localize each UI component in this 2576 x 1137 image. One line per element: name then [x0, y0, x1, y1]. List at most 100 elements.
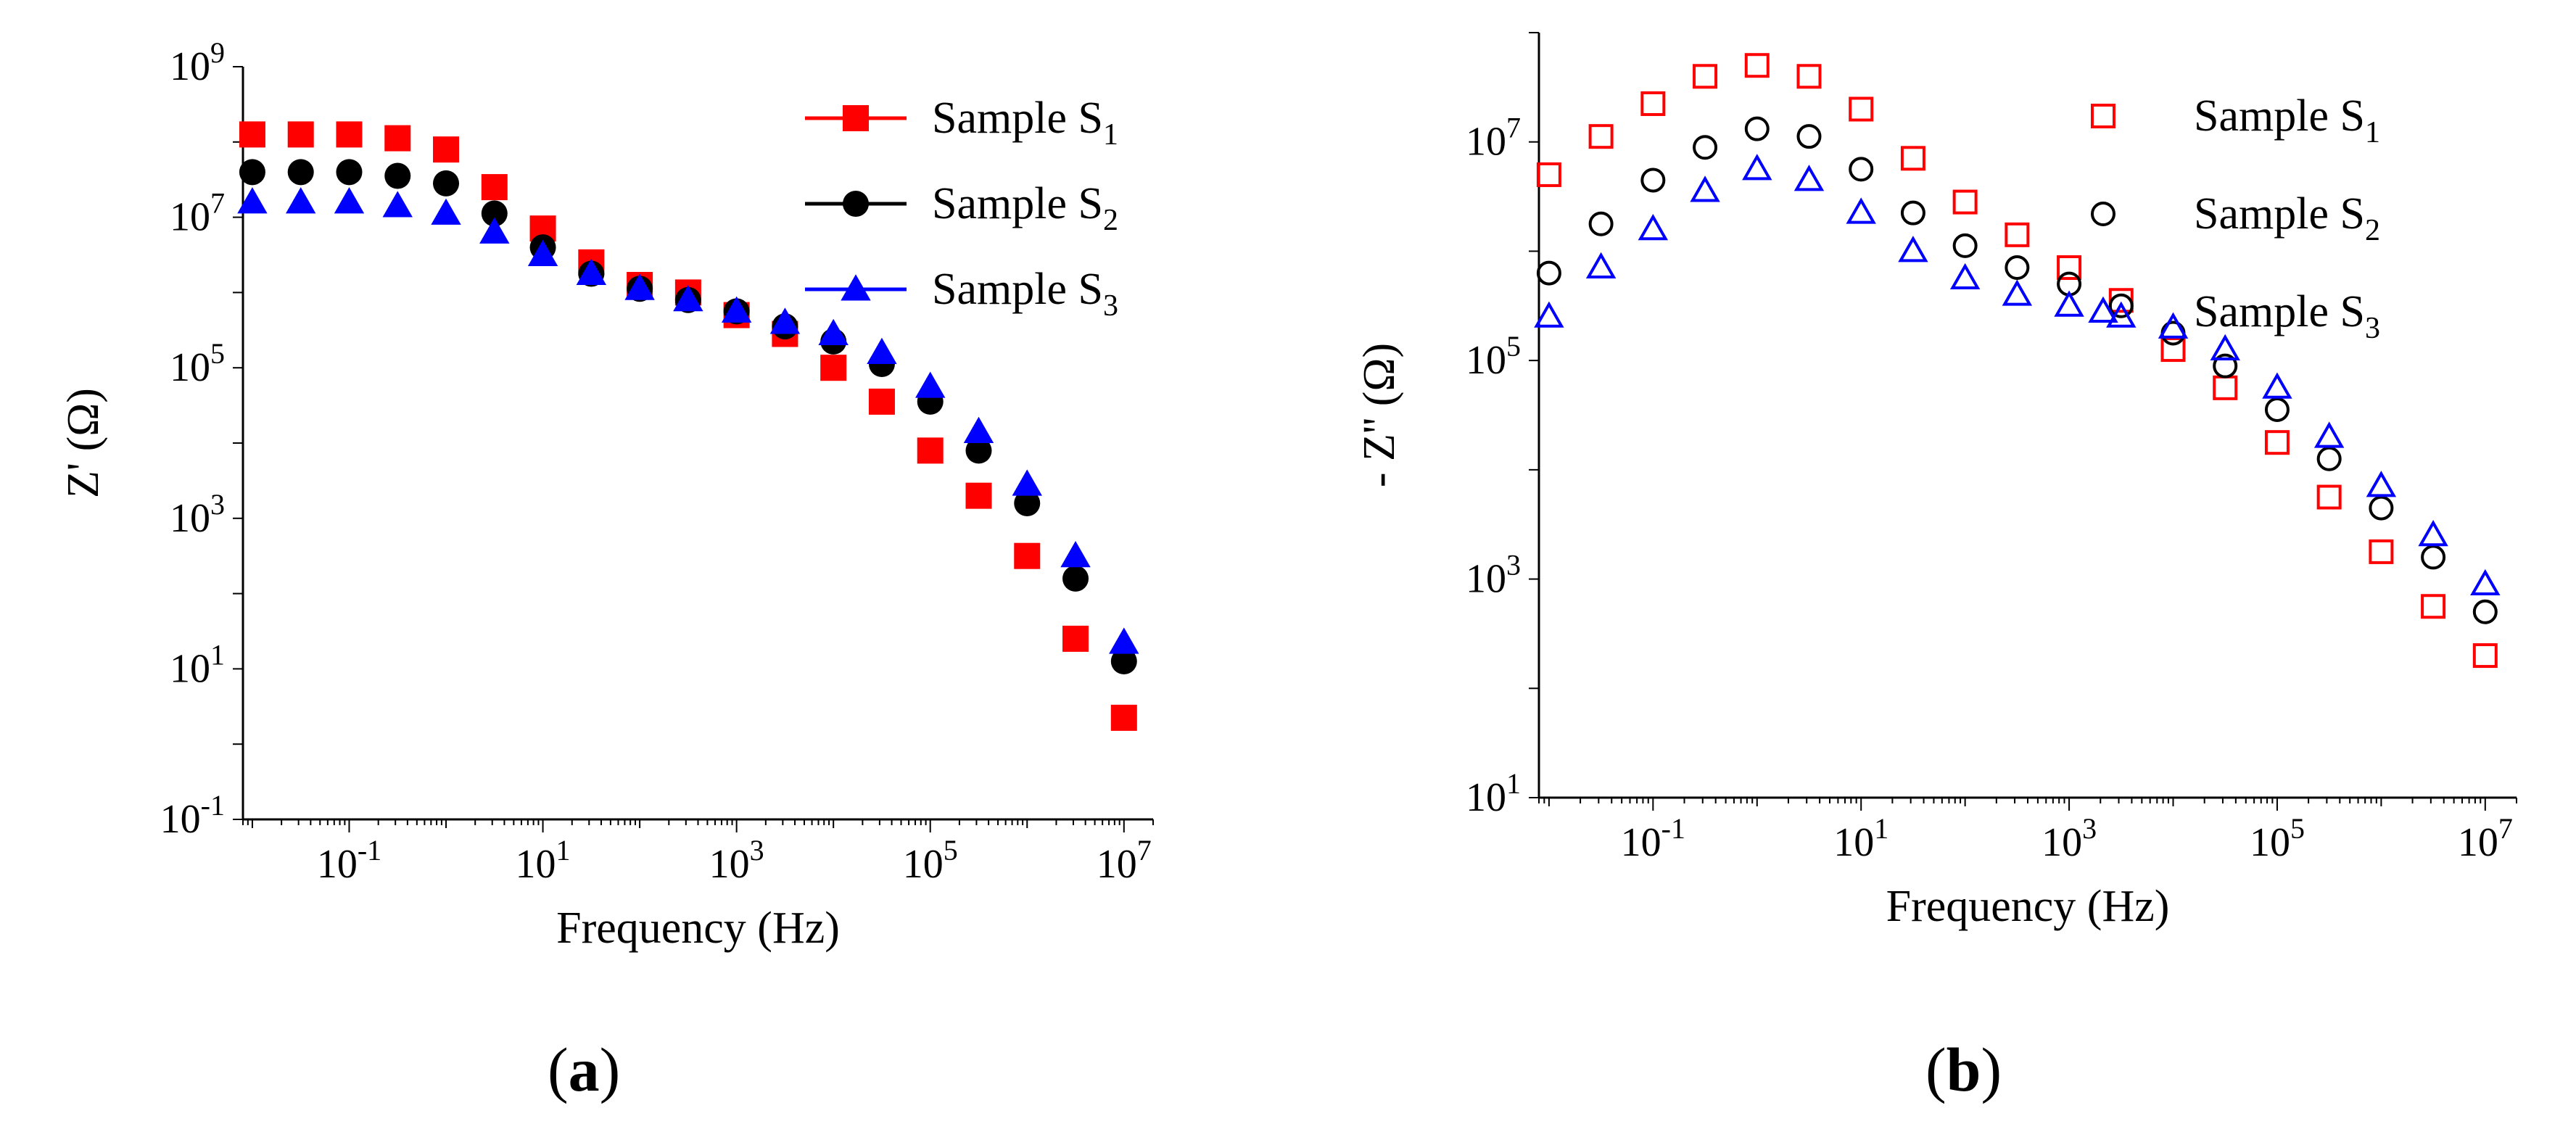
panel-a-data-point — [1062, 565, 1089, 592]
panel-label-b-letter: b — [1946, 1035, 1981, 1104]
panel-b-x-tick-label: 107 — [2458, 812, 2513, 865]
panel-b-data-point — [1849, 157, 1874, 182]
panel-a-data-point — [867, 337, 897, 364]
panel-b-legend-sub: 1 — [2365, 116, 2380, 149]
panel-b-y-tick-base: 10 — [1466, 338, 1506, 383]
panel-a-y-tick-label: 10-1 — [160, 789, 225, 842]
panel-a-data-point — [334, 187, 365, 214]
panel-a-data-point — [868, 388, 895, 415]
panel-a-data-point — [965, 437, 992, 464]
panel-b-data-point — [2369, 539, 2394, 564]
panel-a-data-point — [624, 273, 655, 300]
panel-a-y-tick-label: 101 — [170, 638, 225, 691]
panel-a-data-point — [481, 174, 508, 201]
panel-a-y-tick-exp: 7 — [210, 187, 225, 220]
panel-a-data-point — [963, 416, 994, 443]
panel-b-data-point — [1693, 135, 1718, 160]
panel-b-data-point — [2316, 446, 2342, 471]
panel-a-data-point — [917, 437, 944, 464]
panel-a-y-tick-exp: 1 — [210, 638, 225, 671]
panel-a-data-point — [382, 191, 413, 218]
panel-a-x-tick-label: 101 — [516, 834, 571, 887]
panel-b-data-point — [2005, 222, 2030, 247]
panel-b-data-point — [1536, 260, 1561, 286]
panel-label-b: (b) — [1925, 1035, 2002, 1104]
panel-b-data-point — [2316, 484, 2342, 510]
panel-b-data-point — [2213, 353, 2238, 379]
panel-b-y-tick-exp: 7 — [1506, 112, 1521, 144]
panel-a-data-point — [433, 136, 460, 163]
panel-label-a-letter: a — [568, 1035, 600, 1104]
panel-a-x-tick-base: 10 — [903, 842, 944, 887]
panel-b-data-point — [2160, 337, 2186, 363]
panel-b-data-point — [1640, 168, 1666, 193]
panel-b-legend-marker — [2088, 296, 2118, 323]
panel-b-legend-label: Sample S1 — [2194, 91, 2380, 149]
panel-a-data-point — [479, 217, 510, 244]
panel-b-data-point — [2366, 471, 2397, 497]
panel-a-y-tick-label: 109 — [170, 36, 225, 89]
panel-b-x-tick-label: 101 — [1833, 812, 1888, 865]
panel-b-x-tick-exp: -1 — [1661, 812, 1685, 845]
panel-a-data-point — [721, 296, 752, 323]
panel-b-data-point — [1585, 252, 1617, 278]
panel-b-data-point — [2213, 375, 2238, 400]
chart-panel-a: 10-1 101 103 105 10710-1101103105107109Frequ… — [59, 36, 1154, 953]
panel-b-data-point — [2472, 599, 2498, 624]
panel-a-y-tick-base: 10 — [160, 797, 201, 842]
panel-a-legend-sub: 2 — [1103, 204, 1118, 237]
panel-b-data-point — [1744, 116, 1770, 141]
panel-b-y-tick-base: 10 — [1466, 775, 1506, 820]
panel-b-data-point — [2262, 372, 2292, 399]
panel-a-legend-item: Sample S2 — [805, 179, 1118, 237]
panel-a-y-tick-exp: -1 — [201, 789, 225, 822]
panel-b-data-point — [2313, 421, 2345, 448]
panel-b-data-point — [1588, 124, 1614, 149]
panel-a-data-point — [287, 159, 314, 186]
panel-a-series-2 — [239, 159, 1137, 675]
panel-a-y-tick-label: 107 — [170, 187, 225, 240]
panel-b-data-point — [1536, 162, 1561, 187]
panel-b-legend-item: Sample S2 — [2091, 189, 2380, 247]
panel-b-data-point — [2421, 594, 2446, 619]
panel-b-legend-item: Sample S3 — [2088, 287, 2380, 345]
panel-b-data-point — [2057, 255, 2082, 281]
panel-b-data-point — [1693, 64, 1718, 89]
panel-b-y-tick-base: 10 — [1466, 120, 1506, 165]
panel-b-x-tick-label: 10-1 — [1621, 812, 1685, 865]
panel-a-x-tick-label: 103 — [709, 834, 764, 887]
panel-a-x-tick-label: 10-1 — [317, 834, 381, 887]
panel-b-y-tick-label: 103 — [1466, 549, 1521, 602]
panel-b-data-point — [1952, 233, 1978, 258]
panel-a-x-tick-base: 10 — [709, 842, 750, 887]
panel-a-x-tick-exp: 7 — [1137, 834, 1152, 867]
panel-a-data-point — [481, 200, 508, 227]
panel-b-data-point — [1898, 236, 1928, 262]
panel-b-legend-marker — [2091, 202, 2115, 226]
panel-a-x-tick-base: 10 — [516, 842, 556, 887]
panel-a-data-point — [915, 371, 946, 398]
panel-b-data-point — [1744, 53, 1770, 78]
panel-label-a: (a) — [548, 1035, 621, 1104]
panel-a-data-point — [1109, 627, 1139, 654]
panel-a-y-tick-exp: 3 — [210, 488, 225, 521]
panel-a-y-tick-base: 10 — [170, 44, 210, 89]
panel-b-x-tick-base: 10 — [2042, 820, 2082, 865]
panel-a-legend-marker — [843, 105, 869, 131]
panel-a-data-point — [384, 162, 411, 189]
panel-b-data-point — [1846, 197, 1876, 224]
panel-b-legend-sub: 2 — [2365, 214, 2380, 247]
panel-a-data-point — [769, 307, 801, 334]
panel-b-x-axis-label: Frequency (Hz) — [1886, 882, 2170, 931]
panel-b-data-point — [2108, 288, 2134, 313]
panel-a-data-point — [673, 285, 703, 312]
panel-b-data-point — [1796, 124, 1822, 149]
panel-b-data-point — [2264, 430, 2290, 455]
panel-a-legend-marker — [841, 274, 871, 301]
panel-a-y-tick-base: 10 — [170, 646, 210, 691]
panel-a-data-point — [1110, 648, 1137, 675]
panel-b-legend-name: Sample S — [2194, 91, 2365, 141]
panel-b-legend-label: Sample S3 — [2194, 287, 2380, 345]
panel-b-data-point — [2158, 312, 2189, 339]
panel-a-y-tick-base: 10 — [170, 345, 210, 390]
